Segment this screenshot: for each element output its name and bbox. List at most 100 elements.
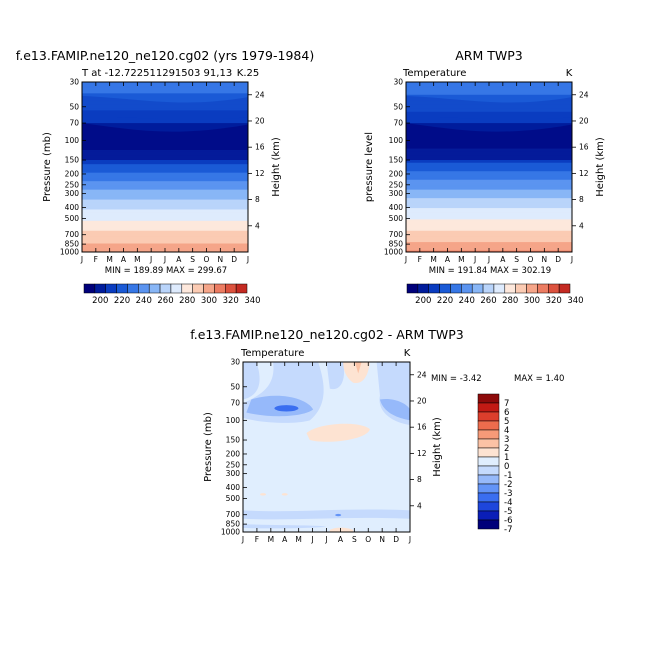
model-level-band (82, 167, 248, 169)
model-level-band (82, 90, 248, 93)
obs-level-band (406, 240, 572, 243)
month-tick-label: F (418, 255, 422, 264)
model-level-band (82, 210, 248, 213)
colorbar-tick-label: 7 (504, 399, 509, 409)
obs-subtitle: Temperature (402, 68, 466, 79)
pressure-tick-label: 400 (65, 203, 80, 212)
obs-level-band (406, 233, 572, 236)
model-level-band (82, 169, 248, 172)
model-level-band (82, 184, 248, 186)
pressure-tick-label: 100 (389, 136, 404, 145)
colorbar-box (203, 283, 215, 294)
pressure-tick-label: 300 (65, 189, 80, 198)
obs-level-band (406, 218, 572, 220)
month-tick-label: A (176, 255, 182, 264)
colorbar-box (477, 456, 500, 467)
model-level-band (82, 209, 248, 212)
colorbar-box (548, 283, 560, 294)
model-level-band (82, 199, 248, 202)
model-level-band (82, 246, 248, 249)
model-level-band (82, 123, 248, 125)
diff-region-positive (260, 493, 267, 496)
model-level-band (82, 206, 248, 209)
obs-level-band (406, 219, 572, 222)
month-tick-label: J (246, 255, 249, 264)
diff-title: f.e13.FAMIP.ne120_ne120.cg02 - ARM TWP3 (190, 327, 463, 342)
model-ylabel-right: Height (km) (271, 137, 282, 197)
colorbar-tick-label: 340 (244, 296, 260, 306)
month-tick-label: J (570, 255, 573, 264)
height-tick-label: 20 (255, 116, 265, 125)
model-subtitle: T at -12.722511291503 91,13 (81, 68, 232, 79)
obs-level-band (406, 96, 572, 98)
month-tick-label: J (149, 255, 152, 264)
colorbar-box (477, 483, 500, 494)
month-tick-label: A (338, 535, 344, 544)
colorbar-box (477, 519, 500, 530)
model-level-band (82, 100, 248, 103)
month-tick-label: F (255, 535, 259, 544)
height-tick-label: 12 (579, 169, 589, 178)
pressure-tick-label: 250 (389, 180, 404, 189)
obs-ylabel-right: Height (km) (595, 137, 606, 197)
colorbar-tick-label: 280 (179, 296, 195, 306)
colorbar-box (138, 283, 150, 294)
obs-level-band (406, 199, 572, 202)
model-level-band (82, 223, 248, 226)
pressure-tick-label: 850 (389, 240, 404, 249)
colorbar-box (558, 283, 571, 294)
obs-level-band (406, 121, 572, 124)
model-level-band (82, 222, 248, 225)
diff-region-negative (243, 362, 260, 400)
obs-level-band (406, 97, 572, 100)
model-level-band (82, 236, 248, 239)
obs-level-band (406, 226, 572, 229)
pressure-tick-label: 50 (230, 382, 240, 391)
obs-level-band (406, 237, 572, 240)
obs-level-band (406, 124, 572, 127)
colorbar-box (417, 283, 429, 294)
pressure-tick-label: 30 (69, 78, 79, 87)
pressure-tick-label: 1000 (221, 528, 240, 537)
obs-title: ARM TWP3 (455, 48, 522, 63)
obs-level-band (406, 179, 572, 182)
obs-level-band (406, 196, 572, 199)
obs-level-band (406, 227, 572, 230)
model-level-band (82, 185, 248, 188)
model-level-band (82, 218, 248, 220)
pressure-tick-label: 850 (226, 520, 241, 529)
month-tick-label: M (458, 255, 464, 264)
model-level-band (82, 159, 248, 162)
colorbar-box (504, 283, 516, 294)
obs-colorbar: 200 220 240 260 280 300 320 340 (406, 283, 584, 306)
model-level-band (82, 219, 248, 222)
month-tick-label: J (408, 535, 411, 544)
diff-ylabel-right: Height (km) (432, 417, 443, 477)
month-tick-label: N (542, 255, 548, 264)
model-level-band (82, 125, 248, 128)
model-upper-contour (82, 95, 248, 120)
colorbar-box (406, 283, 419, 294)
colorbar-box (235, 283, 248, 294)
obs-level-band (406, 118, 572, 121)
obs-level-band (406, 184, 572, 186)
obs-level-band (406, 242, 572, 244)
colorbar-tick-label: 240 (136, 296, 152, 306)
colorbar-box (515, 283, 527, 294)
colorbar-box (477, 510, 500, 521)
colorbar-box (148, 283, 161, 294)
obs-level-band (406, 220, 572, 223)
month-tick-label: J (241, 535, 244, 544)
colorbar-box (450, 283, 462, 294)
obs-level-band (406, 198, 572, 200)
height-tick-label: 4 (255, 221, 260, 230)
colorbar-box (526, 283, 538, 294)
obs-level-band (406, 175, 572, 178)
model-level-band (82, 161, 248, 164)
model-level-band (82, 215, 248, 217)
model-level-band (82, 242, 248, 244)
model-level-band (82, 168, 248, 171)
obs-level-band (406, 94, 572, 97)
